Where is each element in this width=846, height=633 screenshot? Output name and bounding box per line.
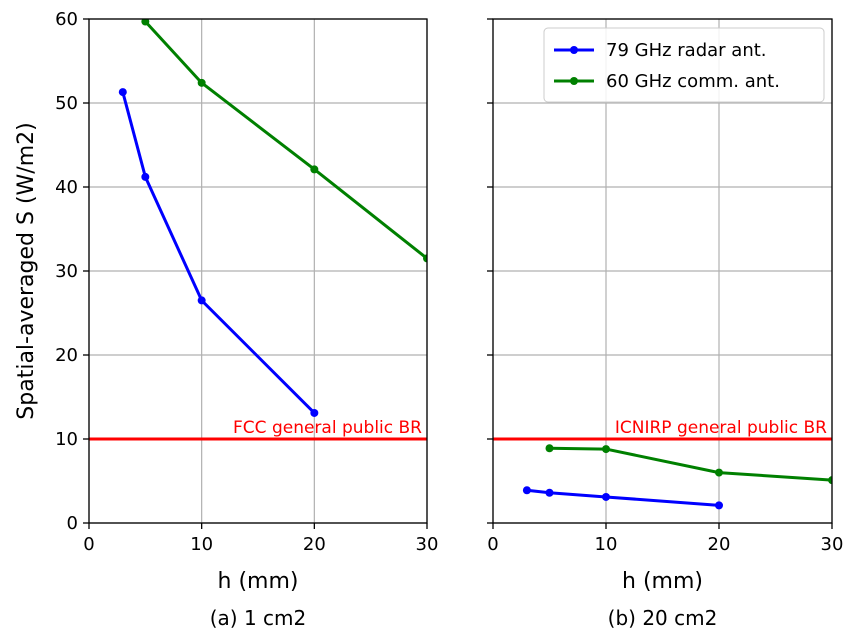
legend-label-radar: 79 GHz radar ant. (606, 40, 767, 61)
panel-a-x-axis-label: h (mm) (218, 569, 299, 594)
panel-b-x-tick-label: 20 (708, 534, 731, 555)
panel-b-reference-line-label: ICNIRP general public BR (615, 418, 827, 438)
panel-a-y-tick-label: 50 (55, 93, 78, 114)
panel-a-y-tick-label: 40 (55, 177, 78, 198)
panel-b-series-radar-point (545, 488, 554, 497)
panel-b-caption: (b) 20 cm2 (608, 606, 718, 630)
panel-b-x-tick-label: 0 (487, 534, 498, 555)
panel-a-x-tick-label: 30 (416, 534, 439, 555)
panel-a-series-comm-point (197, 78, 206, 87)
panel-b-series-radar-point (522, 486, 531, 495)
panel-b-series-comm-point (828, 476, 832, 485)
panel-a-series-radar-point (197, 296, 206, 305)
panel-a-reference-line-label: FCC general public BR (233, 418, 422, 438)
data-layer (89, 19, 832, 510)
legend-marker-comm (570, 77, 578, 85)
panel-b-series-comm-line (549, 446, 832, 482)
panel-b-series-comm-point (715, 468, 723, 477)
panel-a-y-tick-label: 10 (55, 429, 78, 450)
panel-b-legend: 79 GHz radar ant. 60 GHz comm. ant. (543, 27, 825, 103)
panel-a-y-tick-label: 0 (67, 513, 78, 534)
panel-a-caption: (a) 1 cm2 (210, 606, 307, 630)
panel-a-x-tick-label: 0 (83, 534, 94, 555)
panel-b-series-comm-point (602, 445, 610, 454)
panel-a-y-tick-label: 60 (55, 9, 78, 30)
panel-a-plot-area (89, 19, 427, 441)
panel-a-y-tick-label: 20 (55, 345, 78, 366)
panel-a-y-tick-label: 30 (55, 261, 78, 282)
panel-a-x-tick-label: 10 (190, 534, 213, 555)
panel-a-series-comm-point (423, 254, 427, 263)
panel-b-series-comm-point (545, 444, 554, 453)
panel-a-series-comm-point (310, 165, 319, 174)
panel-b-x-tick-label: 30 (821, 534, 844, 555)
y-axis-label: Spatial-averaged S (W/m2) (14, 122, 39, 419)
legend-marker-radar (570, 46, 578, 54)
panel-a-series-comm-line (144, 20, 427, 260)
panel-a-series-radar-line (121, 91, 316, 415)
panel-b-x-axis-label: h (mm) (622, 569, 703, 594)
panel-b-plot-area (493, 437, 832, 510)
panel-b-series-radar-point (602, 492, 610, 501)
panel-b-series-radar-line (526, 488, 720, 507)
panel-b-x-tick-label: 10 (595, 534, 618, 555)
panel-b-series-radar-point (715, 501, 723, 510)
axes-layer (83, 18, 833, 529)
panel-a-series-comm-point (141, 19, 150, 26)
panel-a-series-radar-point (118, 88, 127, 97)
panel-a-x-tick-label: 20 (303, 534, 326, 555)
panel-a-series-radar-point (310, 408, 319, 417)
text-layer: FCC general public BR 0 10 20 30 0 10 20 30 40 50 6… (55, 9, 843, 630)
legend-box (543, 27, 825, 103)
legend-label-comm: 60 GHz comm. ant. (606, 71, 780, 92)
panel-a-series-radar-point (141, 172, 150, 181)
